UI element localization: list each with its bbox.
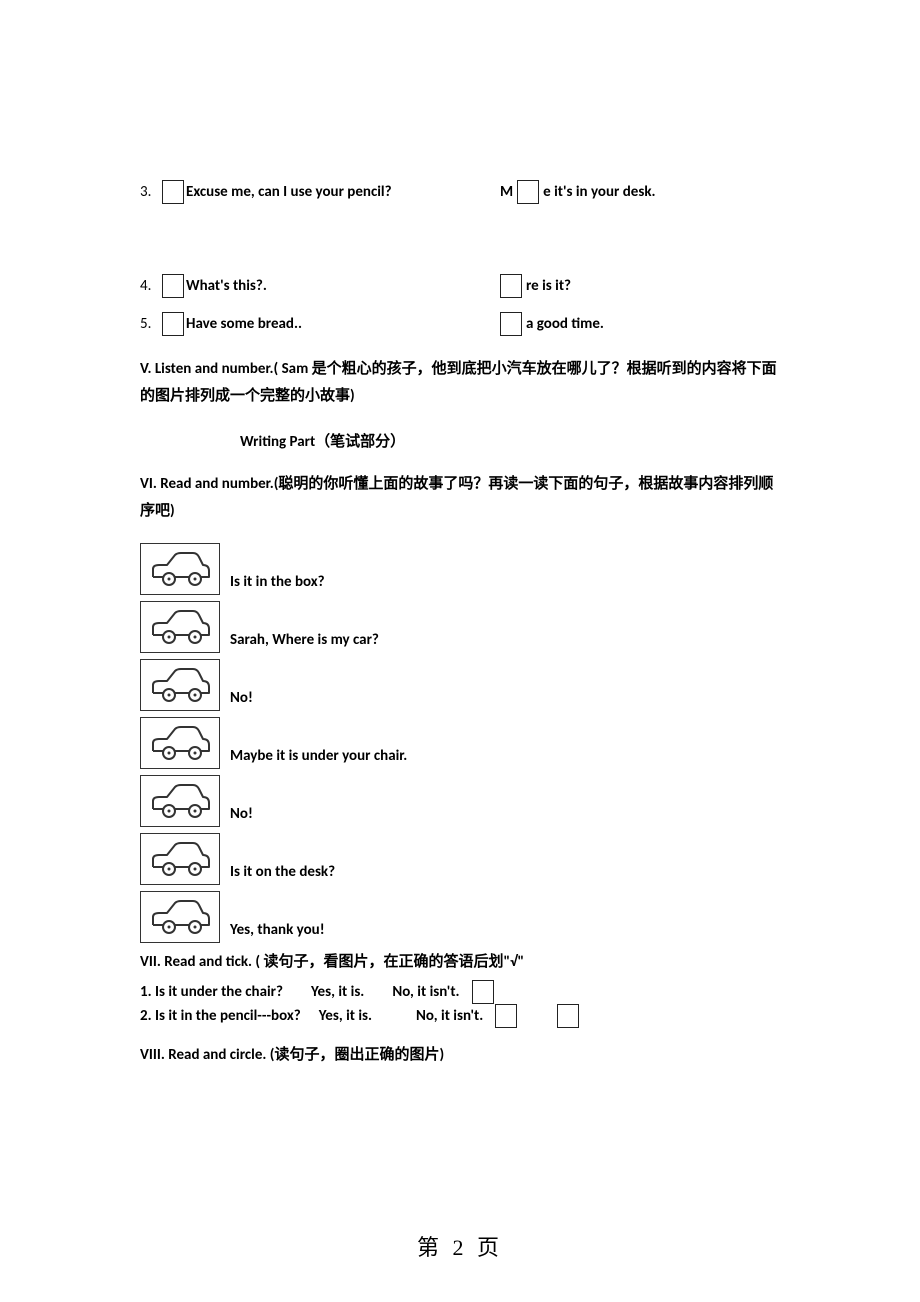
q5-left-text: Have some bread..: [186, 315, 302, 333]
q5-number: 5.: [140, 315, 154, 333]
car-image-box: [140, 775, 220, 827]
vii-q2-answer1: Yes, it is.: [319, 1004, 372, 1028]
car-rows-container: Is it in the box? Sarah, Where is my car…: [140, 543, 780, 943]
car-icon: [145, 663, 215, 707]
car-row-text: No!: [230, 805, 253, 827]
section-vi-title: VI. Read and number.(聪明的你听懂上面的故事了吗？再读一读下…: [140, 471, 780, 525]
q5-right-suffix: a good time.: [526, 315, 604, 333]
car-row-text: Yes, thank you!: [230, 921, 325, 943]
vii-q1-question: 1. Is it under the chair?: [140, 980, 283, 1004]
car-row-text: No!: [230, 689, 253, 711]
q3-left-text: Excuse me, can I use your pencil?: [186, 183, 392, 201]
car-icon: [145, 779, 215, 823]
q4-right-suffix: re is it?: [526, 277, 571, 295]
q4-number: 4.: [140, 277, 154, 295]
section-v-title: V. Listen and number.( Sam 是个粗心的孩子，他到底把小…: [140, 356, 780, 410]
car-row: Is it in the box?: [140, 543, 780, 595]
vii-q2-question: 2. Is it in the pencil---box?: [140, 1004, 301, 1028]
car-row: No!: [140, 659, 780, 711]
q5-left-checkbox[interactable]: [162, 312, 184, 336]
car-icon: [145, 721, 215, 765]
car-icon: [145, 895, 215, 939]
q3-right-prefix: M: [500, 183, 513, 201]
vii-q2-checkbox1[interactable]: [495, 1004, 517, 1028]
car-row: Yes, thank you!: [140, 891, 780, 943]
vii-q1-answer1: Yes, it is.: [311, 980, 364, 1004]
car-image-box: [140, 891, 220, 943]
vii-q1-checkbox[interactable]: [472, 980, 494, 1004]
car-image-box: [140, 543, 220, 595]
q3-right-suffix: e it's in your desk.: [543, 183, 655, 201]
car-row: Is it on the desk?: [140, 833, 780, 885]
vii-q1-row: 1. Is it under the chair? Yes, it is. No…: [140, 980, 780, 1004]
q3-left-checkbox[interactable]: [162, 180, 184, 204]
car-icon: [145, 605, 215, 649]
car-image-box: [140, 659, 220, 711]
vii-q2-answer2: No, it isn't.: [416, 1004, 483, 1028]
car-image-box: [140, 833, 220, 885]
q3-number: 3.: [140, 183, 154, 201]
car-row: Maybe it is under your chair.: [140, 717, 780, 769]
car-image-box: [140, 601, 220, 653]
question-5-row: 5. Have some bread.. a good time.: [140, 312, 780, 336]
vii-q2-row: 2. Is it in the pencil---box? Yes, it is…: [140, 1004, 780, 1028]
car-row-text: Is it on the desk?: [230, 863, 335, 885]
q4-left-text: What's this?.: [186, 277, 267, 295]
q3-right-checkbox[interactable]: [517, 180, 539, 204]
car-icon: [145, 547, 215, 591]
q4-left-checkbox[interactable]: [162, 274, 184, 298]
q5-right-checkbox[interactable]: [500, 312, 522, 336]
car-icon: [145, 837, 215, 881]
writing-part-heading: Writing Part（笔试部分）: [140, 430, 780, 451]
car-row: Sarah, Where is my car?: [140, 601, 780, 653]
car-image-box: [140, 717, 220, 769]
car-row: No!: [140, 775, 780, 827]
question-3-row: 3. Excuse me, can I use your pencil? M e…: [140, 180, 780, 204]
q4-right-checkbox[interactable]: [500, 274, 522, 298]
section-viii-title: VIII. Read and circle. (读句子，圈出正确的图片): [140, 1042, 780, 1069]
car-row-text: Is it in the box?: [230, 573, 325, 595]
car-row-text: Sarah, Where is my car?: [230, 631, 379, 653]
car-row-text: Maybe it is under your chair.: [230, 747, 407, 769]
section-vii-title: VII. Read and tick. ( 读句子，看图片，在正确的答语后划"√…: [140, 949, 780, 976]
vii-q1-answer2: No, it isn't.: [392, 980, 459, 1004]
page-number: 第 2 页: [0, 1230, 920, 1262]
question-4-row: 4. What's this?. re is it?: [140, 274, 780, 298]
vii-q2-checkbox2[interactable]: [557, 1004, 579, 1028]
page-container: 3. Excuse me, can I use your pencil? M e…: [0, 0, 920, 1302]
